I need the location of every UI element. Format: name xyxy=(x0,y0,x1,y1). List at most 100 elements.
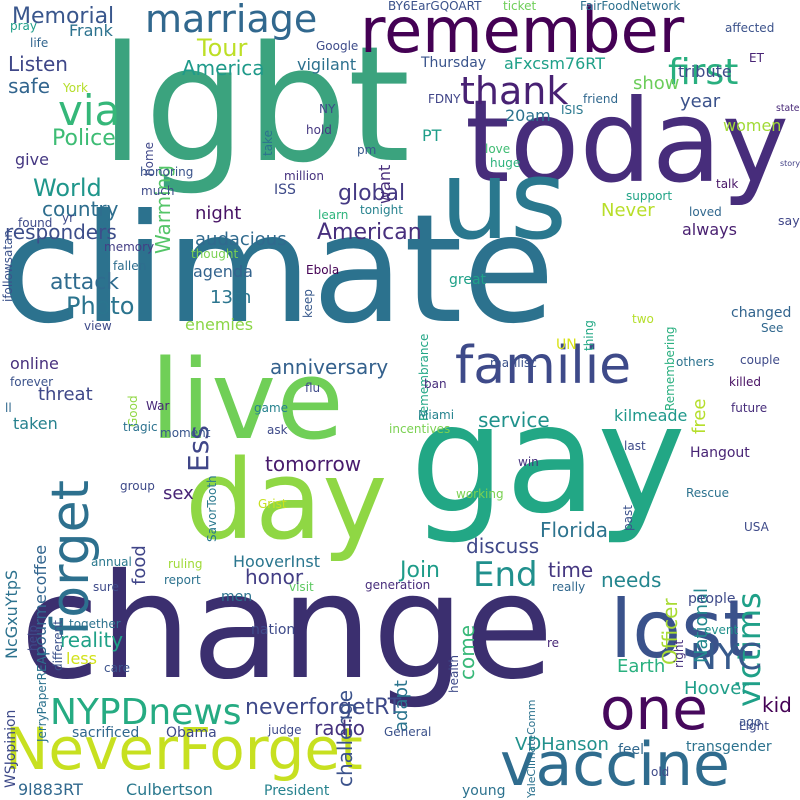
cloud-word: ticket xyxy=(503,0,537,13)
cloud-word: moment xyxy=(160,426,211,440)
cloud-word: night xyxy=(195,203,242,224)
cloud-word: Police xyxy=(52,126,116,151)
cloud-word: sex xyxy=(163,483,194,504)
cloud-word: discuss xyxy=(466,534,540,558)
cloud-word: report xyxy=(164,573,201,587)
cloud-word: ban xyxy=(424,377,447,391)
cloud-word: flu xyxy=(305,381,321,395)
cloud-word: others xyxy=(676,355,715,369)
cloud-word: group xyxy=(120,479,155,493)
cloud-word: Obama xyxy=(166,725,217,741)
cloud-word: give xyxy=(15,150,49,169)
cloud-word: killed xyxy=(729,375,761,389)
cloud-word: End xyxy=(473,555,538,595)
cloud-word: NcGxuYtpS xyxy=(2,569,21,659)
cloud-word: HooverInst xyxy=(233,552,320,571)
cloud-word: BY6EarGQOART xyxy=(388,0,482,13)
cloud-word: health xyxy=(447,655,461,693)
cloud-word: Light xyxy=(739,719,769,733)
cloud-word: marilisc xyxy=(490,356,537,370)
cloud-word: right xyxy=(672,639,686,668)
cloud-word: take xyxy=(261,130,275,156)
cloud-word: vaccine xyxy=(500,730,730,800)
cloud-word: kid xyxy=(762,693,792,717)
cloud-word: time xyxy=(548,558,594,582)
cloud-word: USA xyxy=(744,520,769,534)
cloud-word: pm xyxy=(357,143,377,157)
cloud-word: aFxcsm76RT xyxy=(504,54,605,73)
cloud-word: two xyxy=(632,312,654,326)
cloud-word: ask xyxy=(267,423,288,437)
cloud-word: 13th xyxy=(210,287,252,308)
cloud-word: event xyxy=(704,623,739,637)
cloud-word: audacious xyxy=(195,229,287,250)
cloud-word: today xyxy=(465,75,790,208)
cloud-word: men xyxy=(221,589,253,605)
cloud-word: Tour xyxy=(197,34,248,62)
cloud-word: UN xyxy=(556,337,577,353)
cloud-word: FairFoodNetwork xyxy=(580,0,681,13)
cloud-word: forever xyxy=(10,375,54,389)
cloud-word: thought xyxy=(191,247,239,261)
cloud-word: life xyxy=(30,36,49,50)
cloud-word: gay xyxy=(410,373,686,547)
cloud-word: re xyxy=(547,636,560,650)
cloud-word: threat xyxy=(38,384,93,405)
cloud-word: thing xyxy=(582,320,596,351)
cloud-word: World xyxy=(33,174,102,202)
cloud-word: kilmeade xyxy=(614,406,688,425)
cloud-word: change xyxy=(20,543,554,712)
cloud-word: country xyxy=(42,197,119,221)
cloud-word: last xyxy=(624,439,646,453)
cloud-word: past xyxy=(621,505,635,531)
cloud-word: vigilant xyxy=(297,55,357,74)
cloud-word: America xyxy=(182,56,265,80)
cloud-word: keep xyxy=(301,289,315,318)
cloud-word: tribute xyxy=(678,62,732,81)
cloud-word: win xyxy=(518,455,539,469)
cloud-word: together xyxy=(69,617,121,631)
cloud-word: Never xyxy=(601,200,655,221)
cloud-word: pray xyxy=(10,19,38,33)
cloud-word: American xyxy=(317,220,422,245)
cloud-word: taken xyxy=(13,414,58,433)
cloud-word: really xyxy=(552,580,586,594)
cloud-word: old xyxy=(651,765,670,779)
cloud-word: ifollowsatan xyxy=(1,230,15,302)
cloud-word: service xyxy=(478,408,550,432)
cloud-word: ISS xyxy=(274,182,296,198)
cloud-word: FDNY xyxy=(428,92,461,106)
cloud-word: Earth xyxy=(617,656,666,677)
cloud-word: fallen xyxy=(113,259,147,273)
cloud-word: state xyxy=(776,103,800,114)
cloud-word: safe xyxy=(8,74,51,98)
cloud-word: Memorial xyxy=(12,4,115,29)
cloud-word: WSJopinion xyxy=(3,709,19,788)
cloud-word: Hangout xyxy=(690,445,750,461)
cloud-word: yr xyxy=(62,211,75,225)
cloud-word: marriage xyxy=(145,0,318,41)
cloud-word: love xyxy=(485,142,511,156)
cloud-word: climate xyxy=(0,183,555,357)
cloud-word: reality xyxy=(60,628,124,652)
cloud-word: York xyxy=(63,81,88,95)
cloud-word: Hoover xyxy=(684,678,749,699)
cloud-word: feel xyxy=(618,742,645,758)
cloud-word: online xyxy=(10,354,59,373)
cloud-word: couple xyxy=(740,353,780,367)
cloud-word: ISIS xyxy=(561,103,584,117)
cloud-word: Grist xyxy=(258,497,287,511)
cloud-word: much xyxy=(141,184,175,198)
cloud-word: Google xyxy=(316,39,359,53)
cloud-word: say xyxy=(778,213,800,228)
cloud-word: 20am xyxy=(505,106,551,125)
cloud-word: NYPDnews xyxy=(50,692,242,733)
cloud-word: want xyxy=(375,164,394,204)
cloud-word: found xyxy=(18,216,53,230)
cloud-word: forget xyxy=(41,480,101,636)
cloud-word: live xyxy=(150,336,344,464)
cloud-word: food xyxy=(129,545,150,585)
cloud-word: game xyxy=(254,401,289,415)
cloud-word: ET xyxy=(749,51,764,65)
cloud-word: people xyxy=(688,591,736,607)
